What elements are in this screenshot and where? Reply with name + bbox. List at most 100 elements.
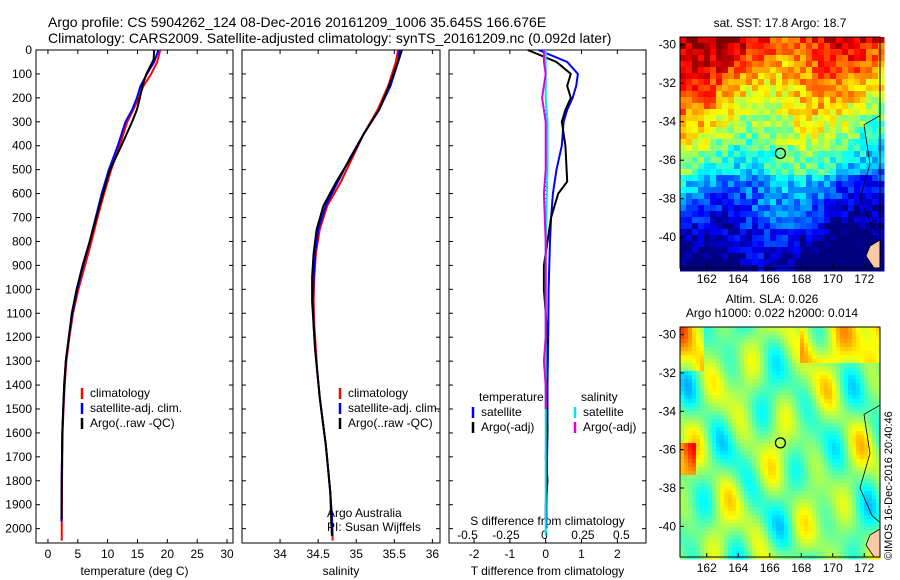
x-tick-label: 20 (161, 547, 175, 561)
plot-frame (241, 49, 441, 544)
x-tick-label: 172 (854, 561, 874, 575)
y-tick-label: 200 (12, 91, 32, 105)
y-tick-label: -30 (659, 38, 677, 52)
y-tick-label: 1200 (5, 330, 32, 344)
map-title-line-2: Argo h1000: 0.022 h2000: 0.014 (686, 306, 858, 320)
legend-label: satellite (583, 405, 624, 419)
x-tick-label: 170 (823, 561, 843, 575)
annotation-text: Argo Australia (327, 506, 402, 520)
top-axis-tick-label: 0 (541, 528, 548, 542)
y-tick-label: -36 (659, 443, 677, 457)
y-tick-label: -40 (659, 230, 677, 244)
y-tick-label: 100 (12, 67, 32, 81)
plot-frame (35, 49, 234, 544)
y-tick-label: -32 (659, 366, 677, 380)
x-tick-label: 168 (791, 272, 811, 286)
sst-map-panel: 162 164 166 168 170 172 -30 -32 -34 -36 -38 -40 sat.… (659, 16, 885, 286)
y-tick-label: 1000 (5, 282, 32, 296)
map-title: sat. SST: 17.8 Argo: 18.7 (714, 16, 847, 30)
x-tick-label: 5 (74, 547, 81, 561)
legend-label: Argo(..raw -QC) (348, 416, 433, 430)
x-tick-label: 35 (350, 547, 364, 561)
x-tick-label: 166 (760, 272, 780, 286)
y-tick-label: 500 (12, 163, 32, 177)
y-tick-label: 1100 (6, 306, 32, 320)
legend-label: satellite-adj. clim. (348, 401, 440, 415)
map-image (680, 37, 885, 272)
x-tick-label: 36 (426, 547, 440, 561)
series-line-argorawqc (311, 49, 403, 536)
x-axis-label: temperature (deg C) (80, 564, 188, 578)
top-axis-tick-label: 0.25 (571, 528, 595, 542)
x-tick-label: -2 (469, 547, 480, 561)
coastline (859, 115, 881, 234)
y-tick-label: -38 (659, 481, 677, 495)
series-line-argoadj (541, 50, 547, 409)
x-tick-label: 1 (578, 547, 585, 561)
sla-map-panel: 162 164 166 168 170 172 -30 -32 -34 -36 -38 -40 Alti… (659, 292, 881, 575)
top-axis-label: S difference from climatology (470, 514, 625, 528)
top-axis-tick-label: -0.25 (492, 528, 520, 542)
x-tick-label: 34 (273, 547, 287, 561)
y-tick-label: 1700 (5, 450, 32, 464)
x-tick-label: 25 (191, 547, 205, 561)
y-tick-label: -34 (659, 404, 677, 418)
x-tick-label: 172 (854, 272, 874, 286)
x-tick-label: 0 (45, 547, 52, 561)
map-frame (679, 326, 881, 558)
legend-header: temperature (479, 390, 544, 404)
y-tick-label: 800 (12, 234, 32, 248)
x-tick-label: 164 (728, 272, 748, 286)
y-tick-label: 2000 (5, 522, 32, 536)
x-tick-label: 34.5 (306, 547, 330, 561)
y-tick-label: 1400 (5, 378, 32, 392)
y-tick-label: 0 (25, 43, 32, 57)
x-tick-label: -1 (505, 547, 516, 561)
x-tick-label: 166 (760, 561, 780, 575)
salinity-profile-panel: 34 34.5 35 35.5 36 salinity climatologysatelli… (241, 49, 441, 578)
y-tick-label: 300 (12, 115, 32, 129)
x-axis-label: salinity (323, 564, 360, 578)
x-tick-label: 15 (131, 547, 145, 561)
legend-label: Argo(-adj) (583, 420, 636, 434)
x-tick-label: 170 (823, 272, 843, 286)
y-tick-label: -38 (659, 192, 677, 206)
y-tick-label: -34 (659, 115, 677, 129)
series-line-argorawqc (60, 49, 156, 520)
credit-text: ©IMOS 16-Dec-2016 20:40:46 (883, 411, 895, 560)
x-tick-label: 162 (697, 272, 717, 286)
legend-label: Argo(-adj) (481, 420, 534, 434)
y-tick-label: -30 (659, 328, 677, 342)
y-tick-label: 1300 (5, 354, 32, 368)
top-axis-tick-label: 0.5 (613, 528, 630, 542)
x-tick-label: 0 (542, 547, 549, 561)
x-tick-label: 30 (220, 547, 234, 561)
y-tick-label: -36 (659, 153, 677, 167)
map-frame (679, 36, 881, 269)
argo-location-marker (774, 437, 787, 449)
map-image (680, 327, 881, 560)
x-tick-label: 10 (101, 547, 115, 561)
argo-location-marker (774, 147, 787, 160)
y-tick-label: 900 (12, 258, 32, 272)
title-line-2: Climatology: CARS2009. Satellite-adjuste… (48, 30, 612, 46)
legend-label: climatology (90, 386, 150, 400)
legend-label: satellite (481, 405, 522, 419)
y-tick-label: 600 (12, 187, 32, 201)
top-axis-tick-label: -0.5 (457, 528, 478, 542)
legend-label: Argo(..raw -QC) (90, 416, 175, 430)
y-tick-label: 1800 (5, 474, 32, 488)
annotation-text: PI: Susan Wijffels (327, 520, 421, 534)
x-axis-label: T difference from climatology (471, 564, 625, 578)
difference-profile-panel: -2 -1 0 1 2 T difference from climatology -0.5… (448, 49, 647, 578)
temperature-profile-panel: 0 5 10 15 20 25 30 temperature (deg C) 0 100 200 30… (5, 43, 234, 578)
legend-header: salinity (581, 390, 618, 404)
x-tick-label: 162 (697, 561, 717, 575)
x-tick-label: 35.5 (383, 547, 407, 561)
legend-label: satellite-adj. clim. (90, 401, 182, 415)
title-line-1: Argo profile: CS 5904262_124 08-Dec-2016… (48, 14, 547, 30)
y-tick-label: 400 (12, 139, 32, 153)
y-tick-label: 1900 (5, 498, 32, 512)
y-tick-label: -40 (659, 519, 677, 533)
x-tick-label: 164 (728, 561, 748, 575)
